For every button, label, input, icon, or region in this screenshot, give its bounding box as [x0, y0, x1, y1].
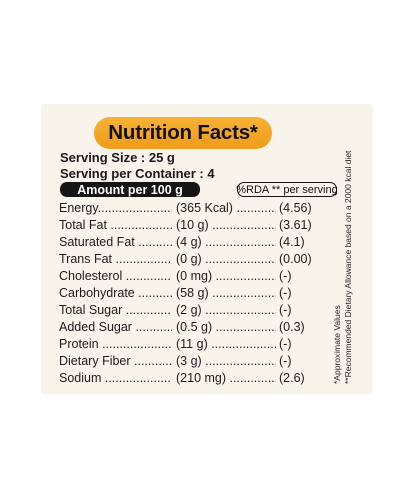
rda-header-label: %RDA ** per serving — [236, 183, 338, 196]
nutrient-name: Sodium .................................… — [59, 371, 172, 385]
nutrient-row: Carbohydrate ...........................… — [0, 286, 416, 303]
nutrient-rda: (-) — [279, 303, 292, 317]
nutrition-facts-title: Nutrition Facts* — [108, 121, 258, 144]
nutrient-name: Protein ................................… — [59, 337, 172, 351]
nutrient-amount: (0 g) ........................... — [176, 252, 276, 266]
servings-per-container: Serving per Container : 4 — [60, 166, 215, 181]
nutrient-row: Cholesterol ............................… — [0, 269, 416, 286]
nutrient-name: Dietary Fiber ..........................… — [59, 354, 172, 368]
nutrient-name: Total Fat ..............................… — [59, 218, 172, 232]
nutrient-rda: (-) — [279, 337, 292, 351]
nutrient-row: Saturated Fat ..........................… — [0, 235, 416, 252]
nutrient-row: Total Fat ..............................… — [0, 218, 416, 235]
nutrient-amount: (11 g) ............................ — [176, 337, 276, 351]
nutrient-amount: (2 g) ............................. — [176, 303, 276, 317]
nutrient-name: Trans Fat ..............................… — [59, 252, 172, 266]
nutrient-name: Cholesterol ............................… — [59, 269, 172, 283]
nutrient-name: Total Sugar ............................… — [59, 303, 172, 317]
nutrient-row: Trans Fat ..............................… — [0, 252, 416, 269]
nutrient-name: Added Sugar ............................… — [59, 320, 172, 334]
nutrient-amount: (0.5 g) .......................... — [176, 320, 276, 334]
nutrient-row: Protein ................................… — [0, 337, 416, 354]
nutrient-rda: (-) — [279, 354, 292, 368]
nutrition-label-panel — [41, 104, 373, 394]
nutrient-name: Carbohydrate ...........................… — [59, 286, 172, 300]
nutrient-amount: (58 g) ............................ — [176, 286, 276, 300]
footnotes: *Approximate Values **Recommended Dietar… — [332, 114, 353, 384]
nutrient-rda: (2.6) — [279, 371, 305, 385]
amount-header-label: Amount per 100 g — [77, 182, 183, 197]
nutrient-rda: (0.00) — [279, 252, 312, 266]
nutrient-amount: (210 mg) ....................... — [176, 371, 276, 385]
nutrient-amount: (0 mg) .......................... — [176, 269, 276, 283]
nutrient-rda: (-) — [279, 269, 292, 283]
serving-size: Serving Size : 25 g — [60, 150, 175, 165]
nutrient-row: Total Sugar ............................… — [0, 303, 416, 320]
title-banner: Nutrition Facts* — [94, 117, 272, 149]
footnote-approximate: *Approximate Values — [332, 305, 342, 384]
nutrient-rda: (4.1) — [279, 235, 305, 249]
nutrient-row: Energy..................................… — [0, 201, 416, 218]
nutrient-row: Added Sugar ............................… — [0, 320, 416, 337]
nutrient-amount: (4 g) ............................. — [176, 235, 276, 249]
footnote-rda: **Recommended Dietary Allowance based on… — [342, 150, 353, 384]
nutrient-rda: (0.3) — [279, 320, 305, 334]
nutrient-rda: (-) — [279, 286, 292, 300]
nutrient-name: Energy..................................… — [59, 201, 172, 215]
nutrient-rda: (3.61) — [279, 218, 312, 232]
nutrient-amount: (10 g) ............................ — [176, 218, 276, 232]
nutrient-name: Saturated Fat ..........................… — [59, 235, 172, 249]
amount-per-100g-header: Amount per 100 g — [60, 182, 200, 197]
nutrient-row: Dietary Fiber ..........................… — [0, 354, 416, 371]
nutrient-rda: (4.56) — [279, 201, 312, 215]
nutrient-amount: (365 Kcal) .............. — [176, 201, 276, 215]
rda-per-serving-header: %RDA ** per serving — [236, 182, 338, 197]
nutrient-amount: (3 g) ............................. — [176, 354, 276, 368]
nutrient-row: Sodium .................................… — [0, 371, 416, 388]
